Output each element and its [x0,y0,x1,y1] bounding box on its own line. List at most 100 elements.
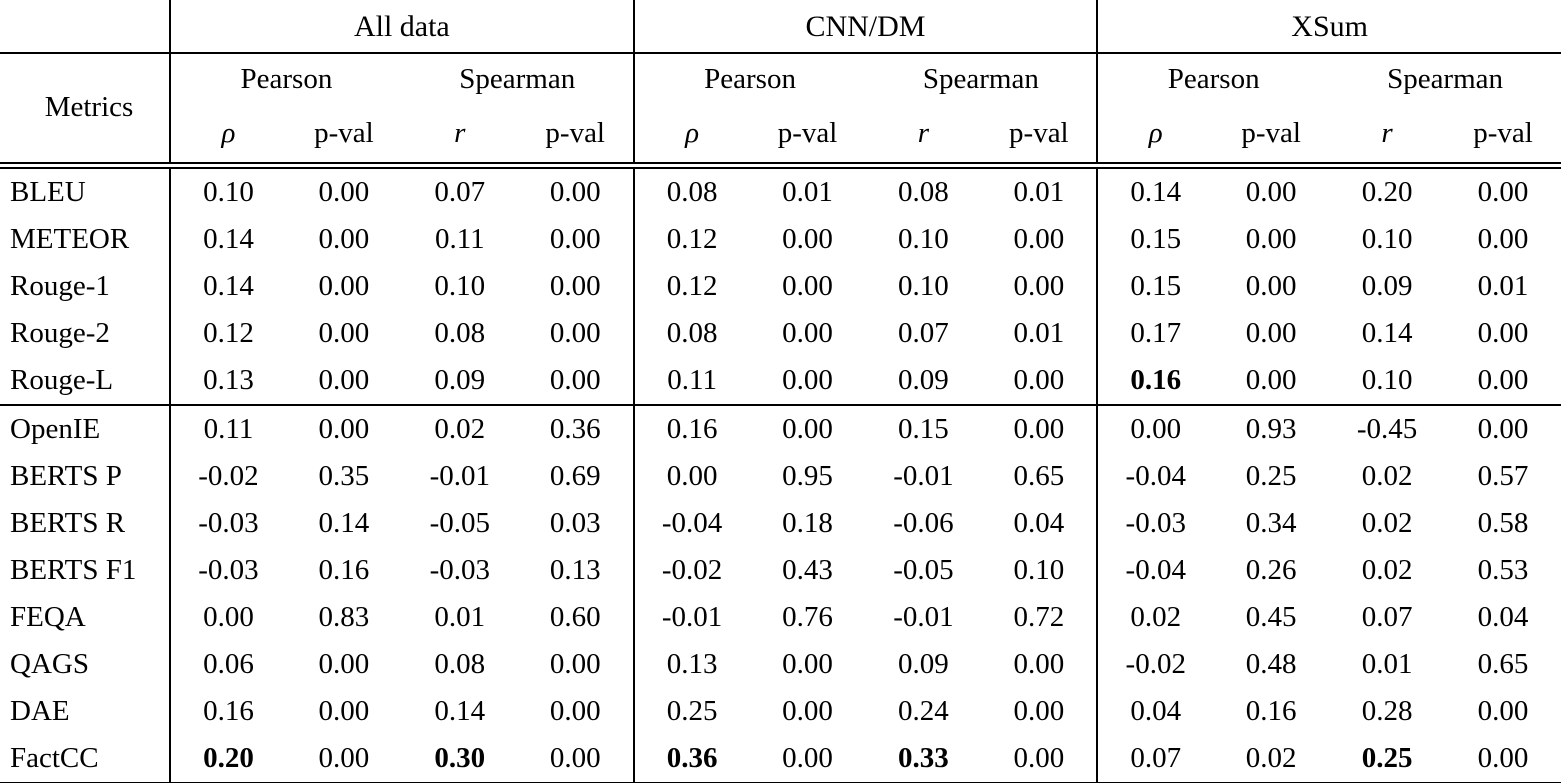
value-cell: 0.45 [1245,600,1297,633]
value-cell: 0.33 [865,735,982,783]
value-cell: 0.20 [1361,175,1413,208]
value-cell: 0.00 [318,316,370,349]
pval-header: p-val [1445,106,1561,169]
value-cell: 0.24 [898,694,949,727]
value-cell: 0.00 [318,269,370,302]
value-cell: 0.16 [1245,694,1297,727]
table-body: BLEU 0.10 0.00 0.07 0.00 0.08 0.01 0.08 0.01 0.14… [0,165,1561,783]
metrics-column-header: Metrics [0,53,172,169]
table-row: BERTS F1 -0.03 0.16 -0.03 0.13 -0.02 0.43 -0.05… [0,547,1561,594]
value-cell: -0.04 [1125,459,1186,492]
value-cell: 0.01 [434,600,486,633]
value-cell: 0.83 [318,600,370,633]
value-cell: 0.10 [1329,357,1446,406]
value-cell: 0.10 [981,547,1099,594]
value-cell: 0.14 [1130,175,1182,208]
table-row: BLEU 0.10 0.00 0.07 0.00 0.08 0.01 0.08 0.01 0.14… [0,165,1561,216]
value-cell: 0.04 [1477,600,1529,633]
table-row: FEQA 0.00 0.83 0.01 0.60 -0.01 0.76 -0.01 0.72 0.… [0,594,1561,641]
value-cell: 0.00 [782,412,833,445]
value-cell: 0.12 [203,316,254,349]
table-row: METEOR 0.14 0.00 0.11 0.00 0.12 0.00 0.10 0.00 0.… [0,216,1561,263]
value-cell: 0.09 [898,647,949,680]
value-cell: -0.01 [893,600,954,633]
value-cell: -0.03 [1125,506,1186,539]
value-cell: -0.03 [198,506,259,539]
value-cell: -0.04 [661,506,723,539]
value-cell: 0.00 [517,641,635,688]
value-cell: 0.00 [981,641,1099,688]
value-cell: 0.00 [318,694,370,727]
value-cell: 0.00 [517,216,635,263]
value-cell: 0.04 [981,500,1099,547]
pearson-header-cnndm: Pearson [704,63,796,96]
value-cell: 0.60 [517,594,635,641]
pval-header: p-val [517,106,635,169]
value-cell: 0.16 [203,694,254,727]
value-cell: 0.34 [1245,506,1297,539]
value-cell: 0.14 [318,506,370,539]
table-row: BERTS R -0.03 0.14 -0.05 0.03 -0.04 0.18 -0.06 0… [0,500,1561,547]
value-cell: 0.14 [203,269,254,302]
value-cell: 0.00 [1213,357,1330,406]
value-cell: 0.07 [434,175,486,208]
value-cell: -0.03 [429,553,490,586]
table-row: FactCC 0.20 0.00 0.30 0.00 0.36 0.00 0.33 0.00 0.… [0,735,1561,783]
value-cell: 0.53 [1477,553,1529,586]
spearman-header-cnndm: Spearman [865,53,1099,106]
value-cell: 0.13 [170,357,286,406]
value-cell: 0.00 [749,357,866,406]
value-cell: 0.16 [666,412,718,445]
value-cell: 0.00 [1245,269,1297,302]
value-cell: 0.00 [981,357,1099,406]
value-cell: 0.07 [1097,735,1214,783]
pval-header: p-val [1213,106,1330,169]
value-cell: 0.72 [981,594,1099,641]
value-cell: -0.45 [1356,412,1418,445]
value-cell: 0.00 [517,357,635,406]
value-cell: 0.15 [898,412,949,445]
value-cell: 0.00 [1245,175,1297,208]
value-cell: 0.08 [898,175,949,208]
value-cell: 0.15 [1130,222,1182,255]
value-cell: -0.02 [661,553,723,586]
value-cell: 0.01 [981,310,1099,357]
rho-header: ρ [633,106,750,169]
table-row: DAE 0.16 0.00 0.14 0.00 0.25 0.00 0.24 0.00 0.04 0… [0,688,1561,735]
value-cell: 0.95 [782,459,833,492]
value-cell: 0.11 [434,222,485,255]
value-cell: 0.48 [1245,647,1297,680]
value-cell: 0.69 [517,453,635,500]
value-cell: -0.01 [429,459,490,492]
value-cell: 0.57 [1477,459,1529,492]
value-cell: 0.14 [1361,316,1413,349]
value-cell: 0.00 [1130,412,1182,445]
value-cell: 0.02 [1361,553,1413,586]
value-cell: 0.36 [517,405,635,453]
value-cell: 0.65 [981,453,1099,500]
value-cell: 0.00 [203,600,254,633]
value-cell: 0.16 [318,553,370,586]
metric-label: BLEU [0,165,172,216]
subgroup-header-row: Metrics Pearson Spearman Pearson Spearma… [0,53,1561,169]
value-cell: 0.00 [981,263,1099,310]
metric-label: BERTS F1 [0,547,172,594]
value-cell: 0.02 [1213,735,1330,783]
value-cell: 0.00 [981,405,1099,453]
value-cell: -0.05 [429,506,490,539]
metric-label: Rouge-L [0,357,172,406]
value-cell: 0.20 [170,735,286,783]
table-row: Rouge-1 0.14 0.00 0.10 0.00 0.12 0.00 0.10 0.00 0… [0,263,1561,310]
group-header-all-data: All data [170,0,635,54]
value-cell: 0.04 [1130,694,1182,727]
table-row: OpenIE 0.11 0.00 0.02 0.36 0.16 0.00 0.15 0.00 0.… [0,405,1561,453]
group-header-row: All data CNN/DM XSum [0,0,1561,54]
rho-header: ρ [170,106,286,169]
value-cell: 0.15 [1130,269,1182,302]
value-cell: 0.00 [749,735,866,783]
value-cell: 0.17 [1130,316,1182,349]
metric-label: Rouge-1 [0,263,172,310]
value-cell: 0.03 [517,500,635,547]
value-cell: 0.11 [203,412,254,445]
